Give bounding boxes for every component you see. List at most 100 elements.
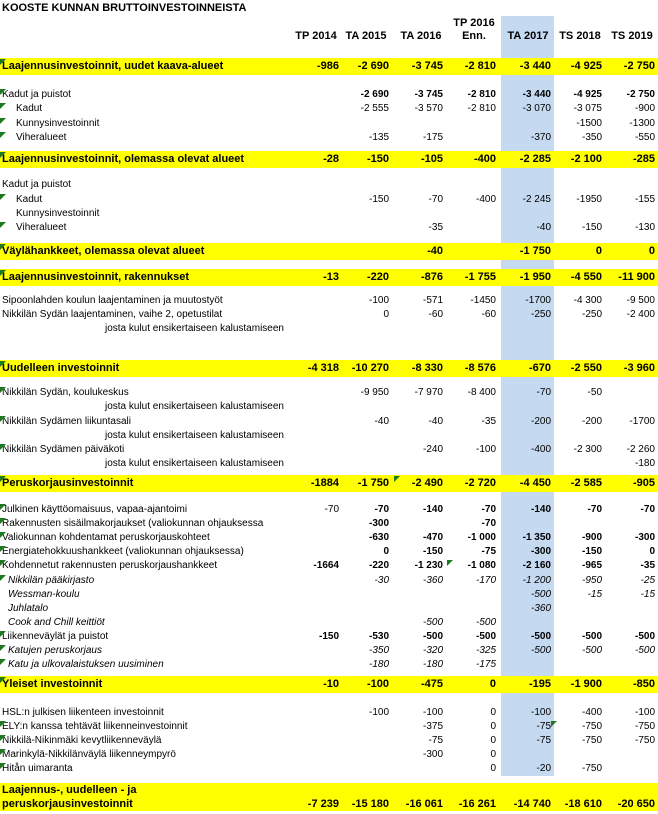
cell-value: -1950 [576, 194, 602, 205]
cell-value: -400 [473, 153, 496, 165]
cell-value: -2 245 [522, 194, 551, 205]
cell-value: -75 [536, 721, 551, 732]
cell-value: -180 [634, 458, 655, 469]
row-label: Viheralueet [16, 132, 67, 143]
cell-value: 0 [649, 546, 655, 557]
cell-value: -470 [422, 532, 443, 543]
cell-value: 0 [383, 309, 389, 320]
cell-value: -130 [634, 222, 655, 233]
table-row: Kunnysinvestoinnit -1500 -1300 [0, 117, 658, 131]
total-row: Laajennus-, uudelleen - ja peruskorjausin… [0, 783, 658, 811]
total-value: -16 261 [458, 798, 496, 810]
table-row: Kadut ja puistot -2 690 -3 745 -2 810 -3 440… [0, 88, 658, 102]
table-row: Viheralueet -35 -40 -150 -130 [0, 221, 658, 235]
row-label: josta kulut ensikertaiseen kalustamiseen [105, 458, 284, 469]
cell-value: -13 [323, 271, 339, 283]
table-row: Nikkilän Sydän laajentaminen, vaihe 2, o… [0, 308, 658, 322]
cell-value: -8 330 [411, 362, 443, 374]
cell-value: -135 [368, 132, 389, 143]
cell-value: -350 [368, 645, 389, 656]
cell-value: -10 270 [351, 362, 389, 374]
column-header-line2: Enn. [462, 30, 486, 42]
column-header: TA 2017 [499, 17, 557, 43]
table-row: Sipoonlahden koulun laajentaminen ja muu… [0, 294, 658, 308]
cell-value: -3 075 [573, 103, 602, 114]
cell-value: -4 318 [307, 362, 339, 374]
cell-value: 0 [490, 707, 496, 718]
comment-marker-icon [0, 645, 6, 651]
row-label: Wessman-koulu [8, 589, 80, 600]
cell-value: -140 [530, 504, 551, 515]
comment-marker-icon [0, 749, 6, 755]
cell-value: -1450 [470, 295, 496, 306]
cell-value: -500 [422, 617, 443, 628]
section-row: Laajennusinvestoinnit, olemassa olevat a… [0, 151, 658, 168]
cell-value: -300 [422, 749, 443, 760]
column-header-line2: TA 2015 [345, 30, 387, 42]
cell-value: -20 [536, 763, 551, 774]
cell-value: -75 [536, 735, 551, 746]
cell-value: -3 440 [519, 60, 551, 72]
row-label: Juhlatalo [8, 603, 49, 614]
row-label: Julkinen käyttöomaisuus, vapaa-ajantoimi [2, 504, 188, 515]
row-label: Laajennusinvestoinnit, olemassa olevat a… [2, 153, 245, 165]
comment-marker-icon [394, 476, 400, 482]
cell-value: -1884 [310, 477, 339, 489]
table-row: Kadut -150 -70 -400 -2 245 -1950 -155 [0, 193, 658, 207]
cell-value: -15 [587, 589, 602, 600]
table-row: josta kulut ensikertaiseen kalustamiseen… [0, 457, 658, 471]
cell-value: -375 [422, 721, 443, 732]
cell-value: -40 [374, 416, 389, 427]
total-value: -18 610 [564, 798, 602, 810]
cell-value: -2 555 [360, 103, 389, 114]
total-value: -16 061 [405, 798, 443, 810]
cell-value: -876 [420, 271, 443, 283]
cell-value: -175 [475, 659, 496, 670]
row-label: josta kulut ensikertaiseen kalustamiseen [105, 323, 284, 334]
table-row: Nikkilän Sydämen liikuntasali -40 -40 -35 -2… [0, 415, 658, 429]
cell-value: -285 [632, 153, 655, 165]
cell-value: -75 [481, 546, 496, 557]
row-label: HSL:n julkisen liikenteen investoinnit [2, 707, 164, 718]
cell-value: -180 [368, 659, 389, 670]
cell-value: -2 400 [626, 309, 655, 320]
cell-value: 0 [489, 678, 496, 690]
cell-value: -2 810 [467, 103, 496, 114]
comment-marker-icon [0, 504, 6, 510]
comment-marker-icon [0, 244, 6, 250]
section-row: Uudelleen investoinnit -4 318 -10 270 -8 33… [0, 360, 658, 377]
cell-value: -1300 [629, 118, 655, 129]
cell-value: -986 [316, 60, 339, 72]
cell-value: -140 [422, 504, 443, 515]
row-label: Nikkilän Sydämen liikuntasali [2, 416, 131, 427]
row-label: Kunnysinvestoinnit [16, 208, 100, 219]
cell-value: -175 [422, 132, 443, 143]
row-label: Kohdennetut rakennusten peruskorjaushank… [2, 560, 218, 571]
table-row: Kunnysinvestoinnit [0, 207, 658, 221]
cell-value: -220 [366, 271, 389, 283]
cell-value: -2 690 [360, 89, 389, 100]
cell-value: 0 [383, 546, 389, 557]
cell-value: -28 [323, 153, 339, 165]
cell-value: -60 [428, 309, 443, 320]
row-label: Nikkilä-Nikinmäki kevytliikenneväylä [2, 735, 162, 746]
cell-value: -4 550 [570, 271, 602, 283]
cell-value: -2 690 [357, 60, 389, 72]
row-label: Nikkilän pääkirjasto [8, 575, 95, 586]
cell-value: -2 720 [464, 477, 496, 489]
table-row: Kadut -2 555 -3 570 -2 810 -3 070 -3 075 -900 [0, 102, 658, 116]
cell-value: -70 [536, 387, 551, 398]
cell-value: -1 350 [522, 532, 551, 543]
column-header-line1 [603, 17, 658, 30]
cell-value: -500 [581, 631, 602, 642]
cell-value: -180 [422, 659, 443, 670]
cell-value: -11 900 [618, 271, 655, 283]
row-label: Viheralueet [16, 222, 67, 233]
cell-value: -150 [422, 546, 443, 557]
comment-marker-icon [0, 763, 6, 769]
comment-marker-icon [0, 444, 6, 450]
row-label: Kunnysinvestoinnit [16, 118, 100, 129]
cell-value: -475 [420, 678, 443, 690]
cell-value: -200 [530, 416, 551, 427]
cell-value: -250 [581, 309, 602, 320]
